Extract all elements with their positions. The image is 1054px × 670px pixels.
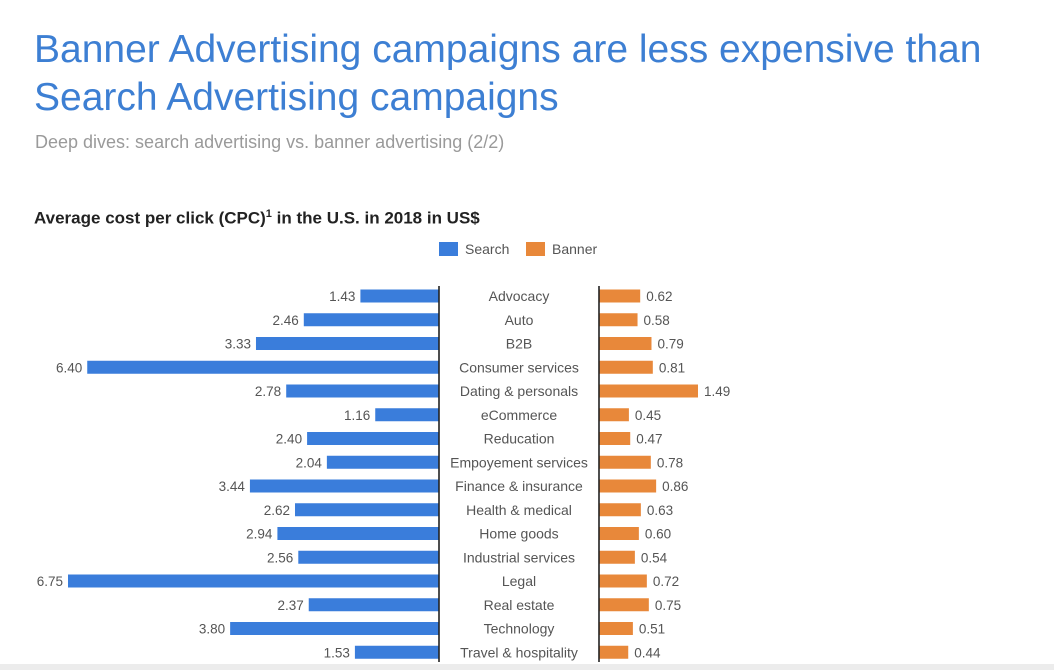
value-label-banner: 0.51 xyxy=(639,622,665,637)
category-label: Industrial services xyxy=(463,549,575,565)
value-label-search: 1.16 xyxy=(344,408,370,423)
value-label-search: 1.43 xyxy=(329,289,355,304)
bar-banner xyxy=(599,622,633,635)
bar-banner xyxy=(599,574,647,588)
bar-search xyxy=(249,479,439,493)
bar-search xyxy=(286,384,439,398)
category-label: Health & medical xyxy=(466,502,572,518)
bar-banner xyxy=(599,289,641,303)
bar-search xyxy=(360,289,439,303)
value-label-search: 1.53 xyxy=(324,645,350,660)
bar-banner xyxy=(599,455,651,469)
bar-banner xyxy=(599,408,629,422)
bar-banner xyxy=(599,479,657,493)
value-label-banner: 0.75 xyxy=(655,598,681,613)
value-label-search: 2.56 xyxy=(267,550,293,565)
value-label-search: 6.40 xyxy=(56,360,82,375)
slide-title: Banner Advertising campaigns are less ex… xyxy=(34,26,1044,122)
value-label-search: 6.75 xyxy=(37,574,63,589)
category-label: Reducation xyxy=(484,431,555,447)
bar-search xyxy=(308,598,439,612)
value-label-search: 2.78 xyxy=(255,384,281,399)
bar-banner xyxy=(599,527,639,540)
bar-banner xyxy=(599,360,653,374)
value-label-banner: 0.78 xyxy=(657,455,683,470)
legend-label-search: Search xyxy=(465,241,509,257)
value-label-banner: 0.72 xyxy=(653,574,679,589)
category-label: Consumer services xyxy=(459,359,579,375)
value-label-banner: 0.63 xyxy=(647,503,673,518)
bar-search xyxy=(277,527,439,540)
bar-banner xyxy=(599,503,641,517)
bar-search xyxy=(326,455,439,469)
value-label-banner: 0.44 xyxy=(634,645,661,660)
category-label: Empoyement services xyxy=(450,454,588,470)
category-label: Advocacy xyxy=(489,288,550,304)
slide-title-line1: Banner Advertising campaigns are less ex… xyxy=(34,28,982,71)
value-label-banner: 0.47 xyxy=(636,432,662,447)
bar-search xyxy=(298,550,439,564)
value-label-banner: 0.86 xyxy=(662,479,688,494)
chart-title-footnote-marker: 1 xyxy=(265,208,272,220)
value-label-search: 2.46 xyxy=(273,313,299,328)
bar-banner xyxy=(599,645,629,659)
value-label-search: 2.37 xyxy=(277,598,303,613)
category-label: Technology xyxy=(484,621,555,637)
bar-search xyxy=(230,622,439,635)
value-label-search: 2.62 xyxy=(264,503,290,518)
value-label-banner: 0.62 xyxy=(646,289,672,304)
bar-search xyxy=(354,645,439,659)
value-label-banner: 0.60 xyxy=(645,527,671,542)
category-label: eCommerce xyxy=(481,407,557,423)
bar-banner xyxy=(599,384,698,398)
legend-label-banner: Banner xyxy=(552,241,597,257)
value-label-search: 3.44 xyxy=(219,479,246,494)
value-label-search: 3.33 xyxy=(225,337,251,352)
chart-title-rest: in the U.S. in 2018 in US$ xyxy=(271,208,480,228)
bar-search xyxy=(87,360,440,374)
category-label: Finance & insurance xyxy=(455,478,583,494)
slide-bottom-edge xyxy=(0,664,1054,670)
value-label-banner: 0.54 xyxy=(641,550,668,565)
value-label-banner: 1.49 xyxy=(704,384,730,399)
category-label: Real estate xyxy=(484,597,555,613)
chart-title: Average cost per click (CPC)1 in the U.S… xyxy=(34,208,480,229)
category-label: Home goods xyxy=(479,526,558,542)
value-label-search: 2.04 xyxy=(296,455,323,470)
value-label-search: 2.94 xyxy=(246,527,273,542)
bar-search xyxy=(255,337,439,350)
value-label-banner: 0.81 xyxy=(659,360,685,375)
bar-banner xyxy=(599,432,631,445)
bar-banner xyxy=(599,313,638,327)
value-label-banner: 0.45 xyxy=(635,408,661,423)
bar-search xyxy=(375,408,439,422)
bar-search xyxy=(294,503,439,517)
slide-subtitle: Deep dives: search advertising vs. banne… xyxy=(35,132,505,152)
category-label: Auto xyxy=(505,312,534,328)
legend-swatch-banner xyxy=(526,242,545,256)
legend-swatch-search xyxy=(439,242,458,256)
bar-banner xyxy=(599,337,652,350)
slide-title-line2: Search Advertising campaigns xyxy=(34,76,559,119)
value-label-banner: 0.58 xyxy=(644,313,670,328)
value-label-search: 3.80 xyxy=(199,622,225,637)
value-label-banner: 0.79 xyxy=(657,337,683,352)
bar-banner xyxy=(599,598,649,612)
category-label: Travel & hospitality xyxy=(460,644,578,660)
bar-search xyxy=(307,432,439,445)
chart-title-main: Average cost per click (CPC) xyxy=(34,208,266,228)
bar-search xyxy=(303,313,439,327)
category-label: Legal xyxy=(502,573,536,589)
bar-search xyxy=(68,574,439,588)
value-label-search: 2.40 xyxy=(276,432,302,447)
category-label: Dating & personals xyxy=(460,383,578,399)
category-label: B2B xyxy=(506,336,532,352)
bar-banner xyxy=(599,550,635,564)
